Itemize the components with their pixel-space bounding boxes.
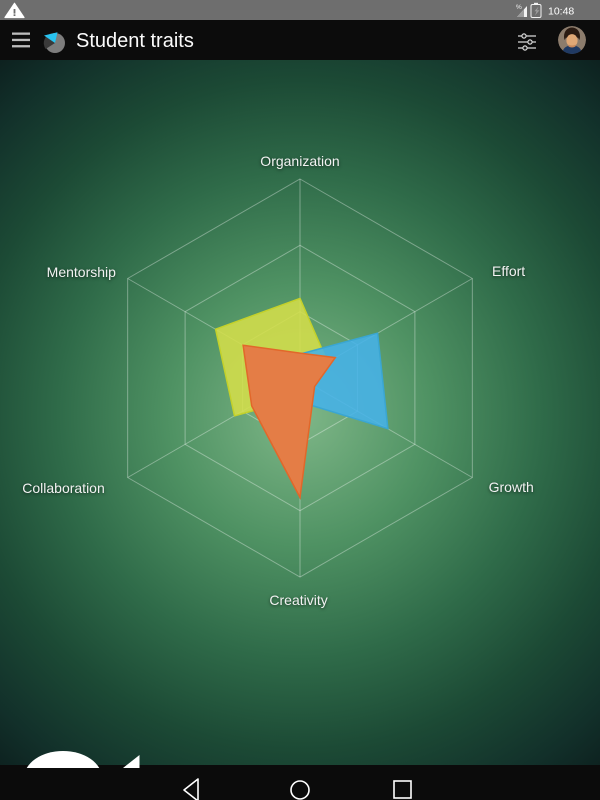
svg-text:10:48: 10:48 [548, 6, 574, 18]
svg-text:%: % [516, 4, 522, 11]
